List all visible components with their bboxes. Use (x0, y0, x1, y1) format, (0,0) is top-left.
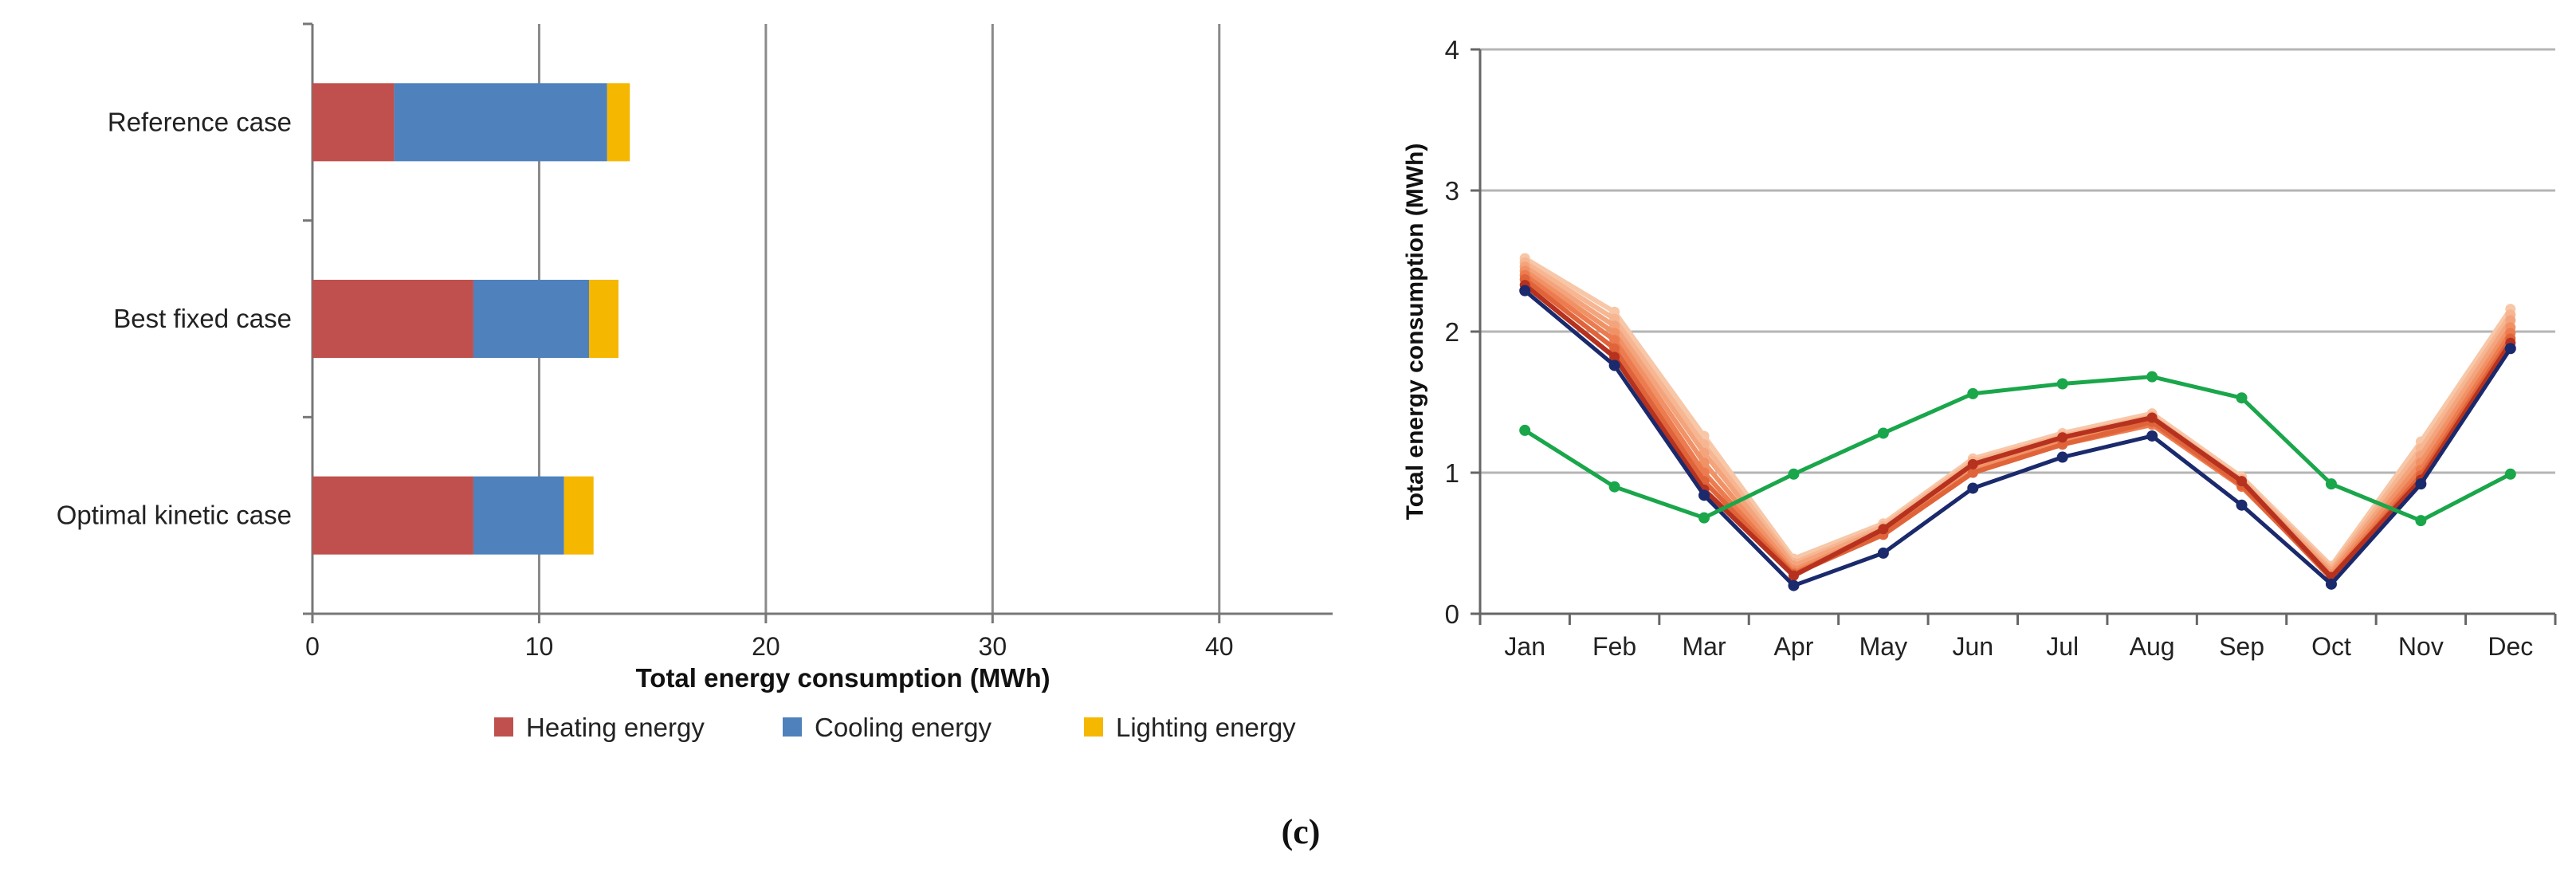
data-point (1609, 343, 1620, 354)
panel-label: (c) (1282, 812, 1321, 851)
x-tick-label: Aug (2130, 632, 2175, 661)
data-point (2236, 499, 2248, 511)
x-tick-label: May (1859, 632, 1907, 661)
data-point (2415, 478, 2427, 490)
data-point (1877, 547, 1889, 559)
data-point (2325, 478, 2337, 490)
data-point (2236, 392, 2248, 404)
data-point (1967, 467, 1978, 478)
data-point (1967, 387, 1979, 399)
data-point (1877, 427, 1889, 439)
bar-heating-energy (312, 280, 473, 358)
bar-heating-energy (312, 476, 473, 555)
legend-label: Heating energy (526, 713, 705, 742)
data-point (1698, 512, 1710, 524)
data-point (1967, 458, 1978, 469)
x-tick-label: 0 (305, 632, 320, 661)
x-tick-label: Dec (2488, 632, 2533, 661)
bar-heating-energy (312, 83, 395, 162)
x-tick-label: Jul (2046, 632, 2079, 661)
bar-cooling-energy (473, 476, 564, 555)
x-tick-label: Jun (1952, 632, 1993, 661)
series-line (1523, 375, 2511, 523)
category-label: Reference case (108, 107, 292, 136)
series-line (1523, 283, 2513, 579)
data-point (1608, 359, 1620, 371)
bar-lighting-energy (564, 476, 594, 555)
data-point (1788, 570, 1799, 581)
x-axis-title: Total energy consumption (MWh) (636, 663, 1050, 693)
legend-swatch (783, 717, 802, 737)
data-point (1609, 352, 1620, 363)
legend-label: Cooling energy (815, 713, 992, 742)
monthly-line-chart: 0 1 2 3 4 Jan Feb Mar Apr May Jun Jul Aug Sep Oct Nov De… (1402, 35, 2557, 661)
bar-cooling-energy (473, 280, 590, 358)
data-point (1698, 489, 1710, 501)
data-point (1788, 579, 1800, 591)
x-tick-label: 30 (979, 632, 1007, 661)
data-point (2504, 343, 2516, 355)
x-tick-label: Mar (1682, 632, 1726, 661)
data-point (2146, 412, 2158, 423)
data-point (2504, 468, 2516, 480)
bar-lighting-energy (607, 83, 630, 162)
data-point (1609, 335, 1620, 346)
y-tick-label: 1 (1445, 458, 1459, 488)
y-tick-label: 0 (1445, 599, 1459, 629)
data-point (2146, 371, 2158, 383)
y-axis-title: Total energy consumption (MWh) (1402, 143, 1428, 520)
x-tick-label: 40 (1205, 632, 1234, 661)
data-point (1519, 285, 1531, 297)
x-tick-label: Nov (2398, 632, 2444, 661)
data-point (2236, 476, 2248, 487)
x-tick-label: 10 (525, 632, 554, 661)
data-point (1788, 468, 1800, 480)
bar-lighting-energy (589, 280, 618, 358)
stacked-bar-chart: 0 10 20 30 40 Reference case Best fixed case Op… (57, 22, 1333, 742)
bar-cooling-energy (394, 83, 607, 162)
legend-label: Lighting energy (1116, 713, 1296, 742)
y-tick-label: 3 (1445, 176, 1459, 206)
category-label: Best fixed case (113, 304, 292, 333)
data-point (2056, 378, 2068, 390)
x-tick-label: Feb (1592, 632, 1636, 661)
series-line (1523, 289, 2512, 588)
data-point (2146, 430, 2158, 442)
category-label: Optimal kinetic case (57, 501, 292, 530)
x-tick-label: Apr (1774, 632, 1814, 661)
data-point (1878, 524, 1889, 535)
x-tick-label: Jan (1504, 632, 1545, 661)
x-tick-label: 20 (752, 632, 780, 661)
data-point (1967, 482, 1979, 494)
data-point (2057, 432, 2068, 443)
x-tick-label: Oct (2311, 632, 2351, 661)
y-tick-label: 2 (1445, 317, 1459, 347)
x-tick-label: Sep (2219, 632, 2264, 661)
data-point (1519, 424, 1531, 436)
y-tick-label: 4 (1445, 35, 1459, 65)
data-point (2325, 578, 2337, 590)
legend-swatch (494, 717, 513, 737)
legend-swatch (1084, 717, 1103, 737)
data-point (2056, 451, 2068, 463)
data-point (2415, 515, 2427, 527)
data-point (1608, 481, 1620, 493)
